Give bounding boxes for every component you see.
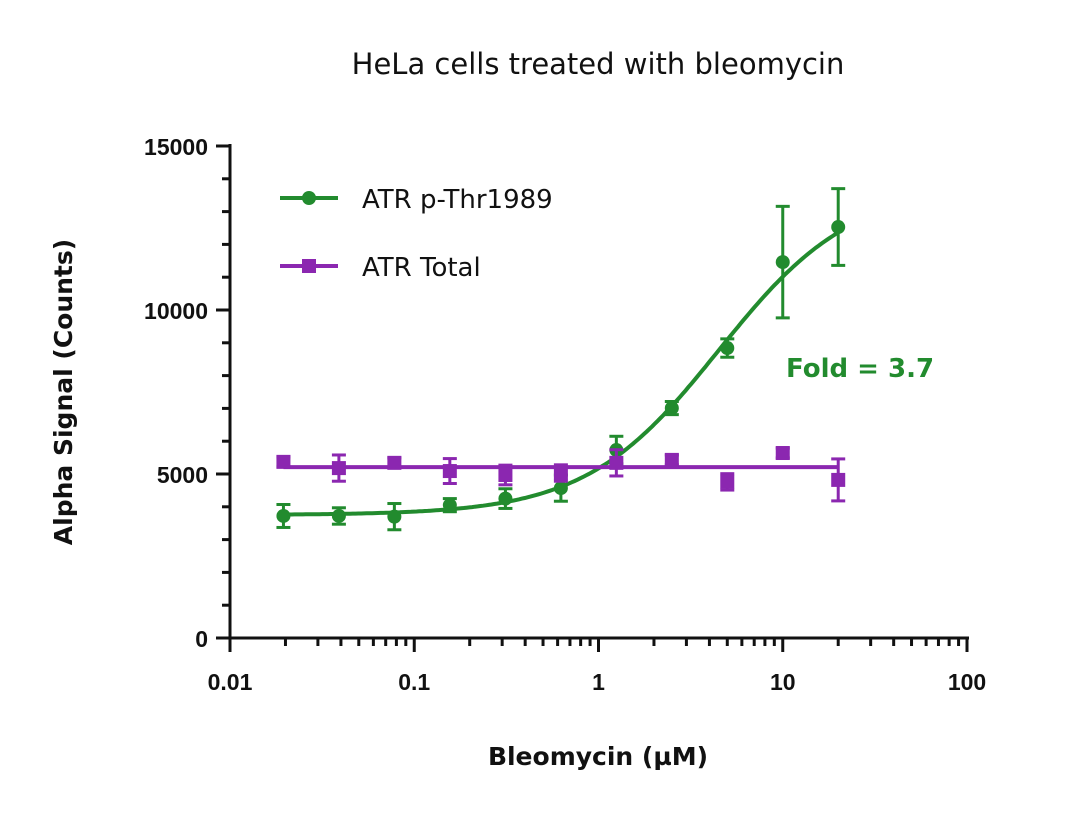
- data-point-series-0: [664, 401, 679, 416]
- data-point-series-1: [664, 452, 679, 467]
- plot-marks: [276, 187, 846, 532]
- data-point-series-1: [276, 454, 291, 469]
- y-tick-label: 15000: [144, 134, 208, 160]
- x-tick-label: 1: [592, 669, 605, 695]
- data-point-series-1: [442, 464, 457, 479]
- y-tick-label: 10000: [144, 298, 208, 324]
- data-point-series-0: [442, 498, 457, 513]
- data-point-series-0: [831, 220, 846, 235]
- x-tick-label: 0.1: [398, 669, 430, 695]
- data-point-series-0: [553, 481, 568, 496]
- legend-marker-series-0: [302, 191, 316, 205]
- legend-marker-series-1: [302, 259, 316, 273]
- data-point-series-1: [387, 455, 402, 470]
- data-point-series-1: [775, 446, 790, 461]
- data-point-series-0: [331, 508, 346, 523]
- data-point-series-0: [387, 509, 402, 524]
- data-point-series-1: [498, 467, 513, 482]
- y-axis-label: Alpha Signal (Counts): [49, 239, 78, 545]
- legend: ATR p-Thr1989 ATR Total: [280, 185, 553, 283]
- data-point-series-0: [498, 491, 513, 506]
- data-point-series-1: [553, 466, 568, 481]
- x-tick-label: 100: [948, 669, 986, 695]
- data-point-series-1: [609, 455, 624, 470]
- data-point-series-0: [276, 508, 291, 523]
- chart-title: HeLa cells treated with bleomycin: [352, 47, 845, 81]
- data-point-series-1: [331, 461, 346, 476]
- legend-label-series-1: ATR Total: [362, 253, 481, 283]
- x-tick-label: 10: [770, 669, 796, 695]
- x-tick-label: 0.01: [208, 669, 253, 695]
- data-point-series-1: [831, 472, 846, 487]
- x-axis-label: Bleomycin (µM): [488, 742, 708, 771]
- data-point-series-0: [775, 255, 790, 270]
- y-tick-label: 0: [195, 626, 208, 652]
- axes: 0 5000 10000 15000 0.01 0.1 1 10 100: [144, 134, 986, 695]
- data-point-series-0: [720, 341, 735, 356]
- y-tick-label: 5000: [157, 462, 208, 488]
- data-point-series-1: [720, 474, 735, 489]
- legend-label-series-0: ATR p-Thr1989: [362, 185, 553, 215]
- fold-annotation: Fold = 3.7: [786, 354, 934, 384]
